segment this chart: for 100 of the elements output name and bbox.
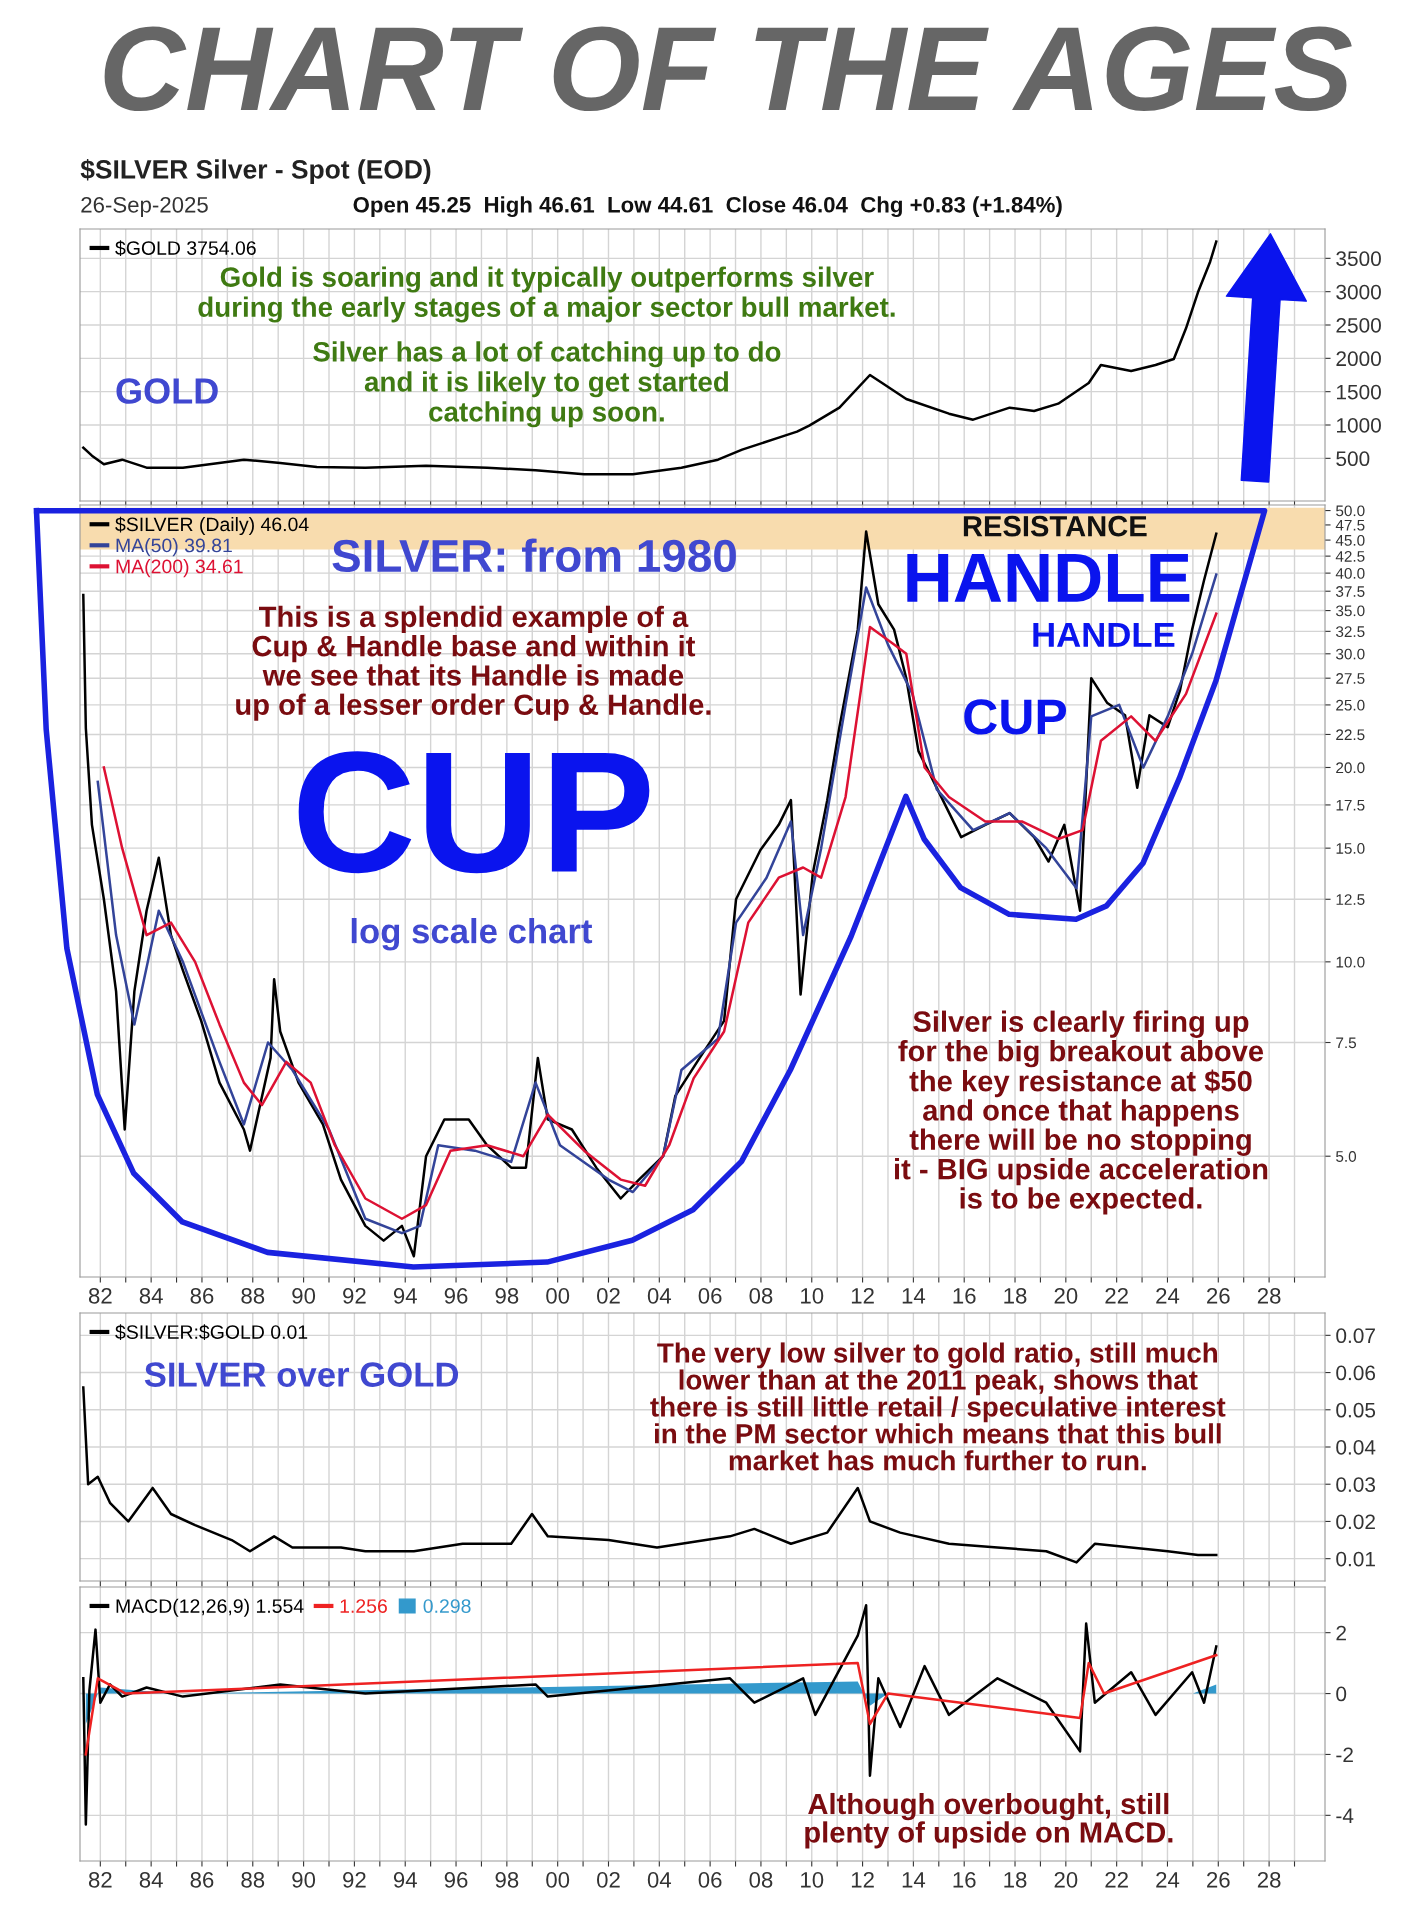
y-tick-label: 17.5: [1336, 799, 1365, 811]
y-tick-label: 0.03: [1336, 1477, 1376, 1492]
annotation: CUP: [964, 699, 1067, 735]
y-tick-label: 30.0: [1336, 648, 1365, 660]
y-tick-label: 0.07: [1336, 1328, 1375, 1344]
legend-label: 0.298: [423, 1599, 471, 1613]
x-tick-label: 18: [1004, 1288, 1027, 1304]
x-tick-label: 92: [343, 1288, 366, 1304]
chart-title: CHART OF THE AGES: [104, 26, 1352, 112]
x-tick-label: 22: [1105, 1288, 1128, 1304]
x-tick-label: 86: [190, 1872, 214, 1888]
y-tick-label: 0.04: [1336, 1440, 1376, 1455]
x-tick-label: 04: [647, 1872, 672, 1888]
x-tick-label: 20: [1054, 1872, 1078, 1888]
y-tick-label: 5.0: [1336, 1151, 1357, 1162]
legend-label: MACD(12,26,9) 1.554: [116, 1598, 304, 1617]
annotation: Silver has a lot of catching up to do and it is likely to get started catching up soon.: [313, 341, 781, 428]
y-tick-label: 20.0: [1336, 762, 1365, 774]
y-tick-label: 0.05: [1336, 1402, 1376, 1418]
y-tick-label: 1000: [1337, 418, 1381, 433]
x-tick-label: 84: [139, 1872, 163, 1888]
chart-subtitle: $SILVER Silver - Spot (EOD): [80, 158, 431, 184]
x-tick-label: 16: [953, 1872, 976, 1888]
y-tick-label: 27.5: [1336, 673, 1365, 684]
y-tick-label: 2500: [1336, 318, 1381, 333]
text: Open 45.25 High 46.61 Low 44.61 Close 46.04 Chg +0.83 (+1.84%): [353, 196, 1062, 218]
y-tick-label: 32.5: [1336, 626, 1365, 638]
x-tick-label: 22: [1105, 1872, 1128, 1888]
x-tick-label: 26: [1207, 1872, 1230, 1888]
annotation: SILVER: from 1980: [332, 538, 736, 573]
line-series: [82, 240, 1218, 476]
annotation: Silver is clearly firing up for the big breakout above the key resistance at $50 and once that happens there will be no stopping it - BIG upside acceleration is to be expected.: [895, 1010, 1268, 1215]
x-tick-label: 96: [444, 1288, 468, 1304]
y-tick-label: 2000: [1336, 351, 1381, 367]
legend-label: MA(200) 34.61: [116, 559, 243, 578]
y-tick-label: 0: [1336, 1686, 1347, 1702]
y-tick-label: 500: [1336, 451, 1370, 467]
x-tick-label: 02: [597, 1872, 620, 1888]
x-tick-label: 14: [902, 1872, 926, 1888]
x-tick-label: 14: [902, 1288, 926, 1304]
annotation: This is a splendid example of a Cup & Handle base and within it we see that its Handle is made up of a lesser order Cup & Handle.: [236, 605, 711, 721]
y-tick-label: 10.0: [1336, 956, 1365, 968]
y-tick-label: 0.01: [1336, 1551, 1375, 1567]
annotation: HANDLE: [907, 553, 1190, 602]
legend-label: $SILVER (Daily) 46.04: [115, 516, 309, 536]
y-tick-label: 0.06: [1336, 1365, 1376, 1381]
x-tick-label: 84: [139, 1288, 163, 1304]
x-tick-label: 06: [698, 1872, 722, 1888]
x-tick-label: 10: [801, 1872, 824, 1888]
x-tick-label: 98: [495, 1288, 519, 1304]
x-tick-label: 08: [749, 1288, 773, 1304]
annotation: GOLD: [116, 378, 218, 404]
x-tick-label: 88: [241, 1872, 265, 1888]
x-tick-label: 00: [546, 1872, 570, 1888]
x-tick-label: 04: [647, 1288, 672, 1304]
x-tick-label: 90: [292, 1288, 316, 1304]
x-tick-label: 28: [1257, 1288, 1281, 1304]
x-tick-label: 18: [1004, 1872, 1027, 1888]
y-tick-label: 25.0: [1336, 699, 1365, 711]
x-tick-label: 24: [1156, 1288, 1180, 1304]
x-tick-label: 28: [1257, 1872, 1281, 1888]
annotation: Although overbought, still plenty of upside on MACD.: [805, 1792, 1173, 1849]
line-series: [84, 1653, 1218, 1756]
y-tick-label: 40.0: [1335, 567, 1365, 579]
annotation: HANDLE: [1033, 622, 1175, 647]
y-tick-label: 15.0: [1336, 843, 1365, 854]
y-tick-label: 37.5: [1336, 586, 1365, 597]
x-tick-label: 90: [292, 1872, 316, 1888]
annotation: log scale chart: [351, 917, 593, 951]
text: 26-Sep-2025: [81, 196, 208, 218]
y-tick-label: 47.5: [1335, 519, 1365, 531]
y-tick-label: 0.02: [1336, 1514, 1375, 1530]
legend-label: MA(50) 39.81: [116, 538, 232, 557]
band-label: RESISTANCE: [963, 515, 1147, 537]
x-tick-label: 12: [851, 1872, 874, 1888]
x-tick-label: 94: [393, 1872, 417, 1888]
y-tick-label: 12.5: [1336, 894, 1365, 905]
x-tick-label: 94: [393, 1288, 417, 1304]
x-tick-label: 86: [190, 1288, 214, 1304]
x-tick-label: 08: [749, 1872, 773, 1888]
x-tick-label: 10: [801, 1288, 824, 1304]
x-tick-label: 82: [88, 1872, 112, 1888]
legend-label: $GOLD 3754.06: [115, 240, 256, 257]
y-tick-label: 45.0: [1335, 534, 1365, 546]
y-tick-label: 3500: [1336, 251, 1381, 267]
y-tick-label: 22.5: [1336, 729, 1365, 741]
x-tick-label: 16: [953, 1288, 976, 1304]
x-tick-label: 02: [597, 1288, 620, 1304]
x-tick-label: 00: [546, 1288, 570, 1304]
y-tick-label: 3000: [1336, 284, 1381, 300]
x-tick-label: 12: [851, 1288, 874, 1304]
x-tick-label: 24: [1156, 1872, 1180, 1888]
y-tick-label: 2: [1336, 1625, 1346, 1641]
y-tick-label: -2: [1336, 1747, 1353, 1762]
y-tick-label: 7.5: [1336, 1037, 1357, 1049]
x-tick-label: 96: [444, 1872, 468, 1888]
y-tick-label: 35.0: [1336, 605, 1365, 617]
y-tick-label: 1500: [1337, 384, 1381, 400]
y-tick-label: -4: [1336, 1808, 1354, 1823]
x-tick-label: 88: [241, 1288, 265, 1304]
